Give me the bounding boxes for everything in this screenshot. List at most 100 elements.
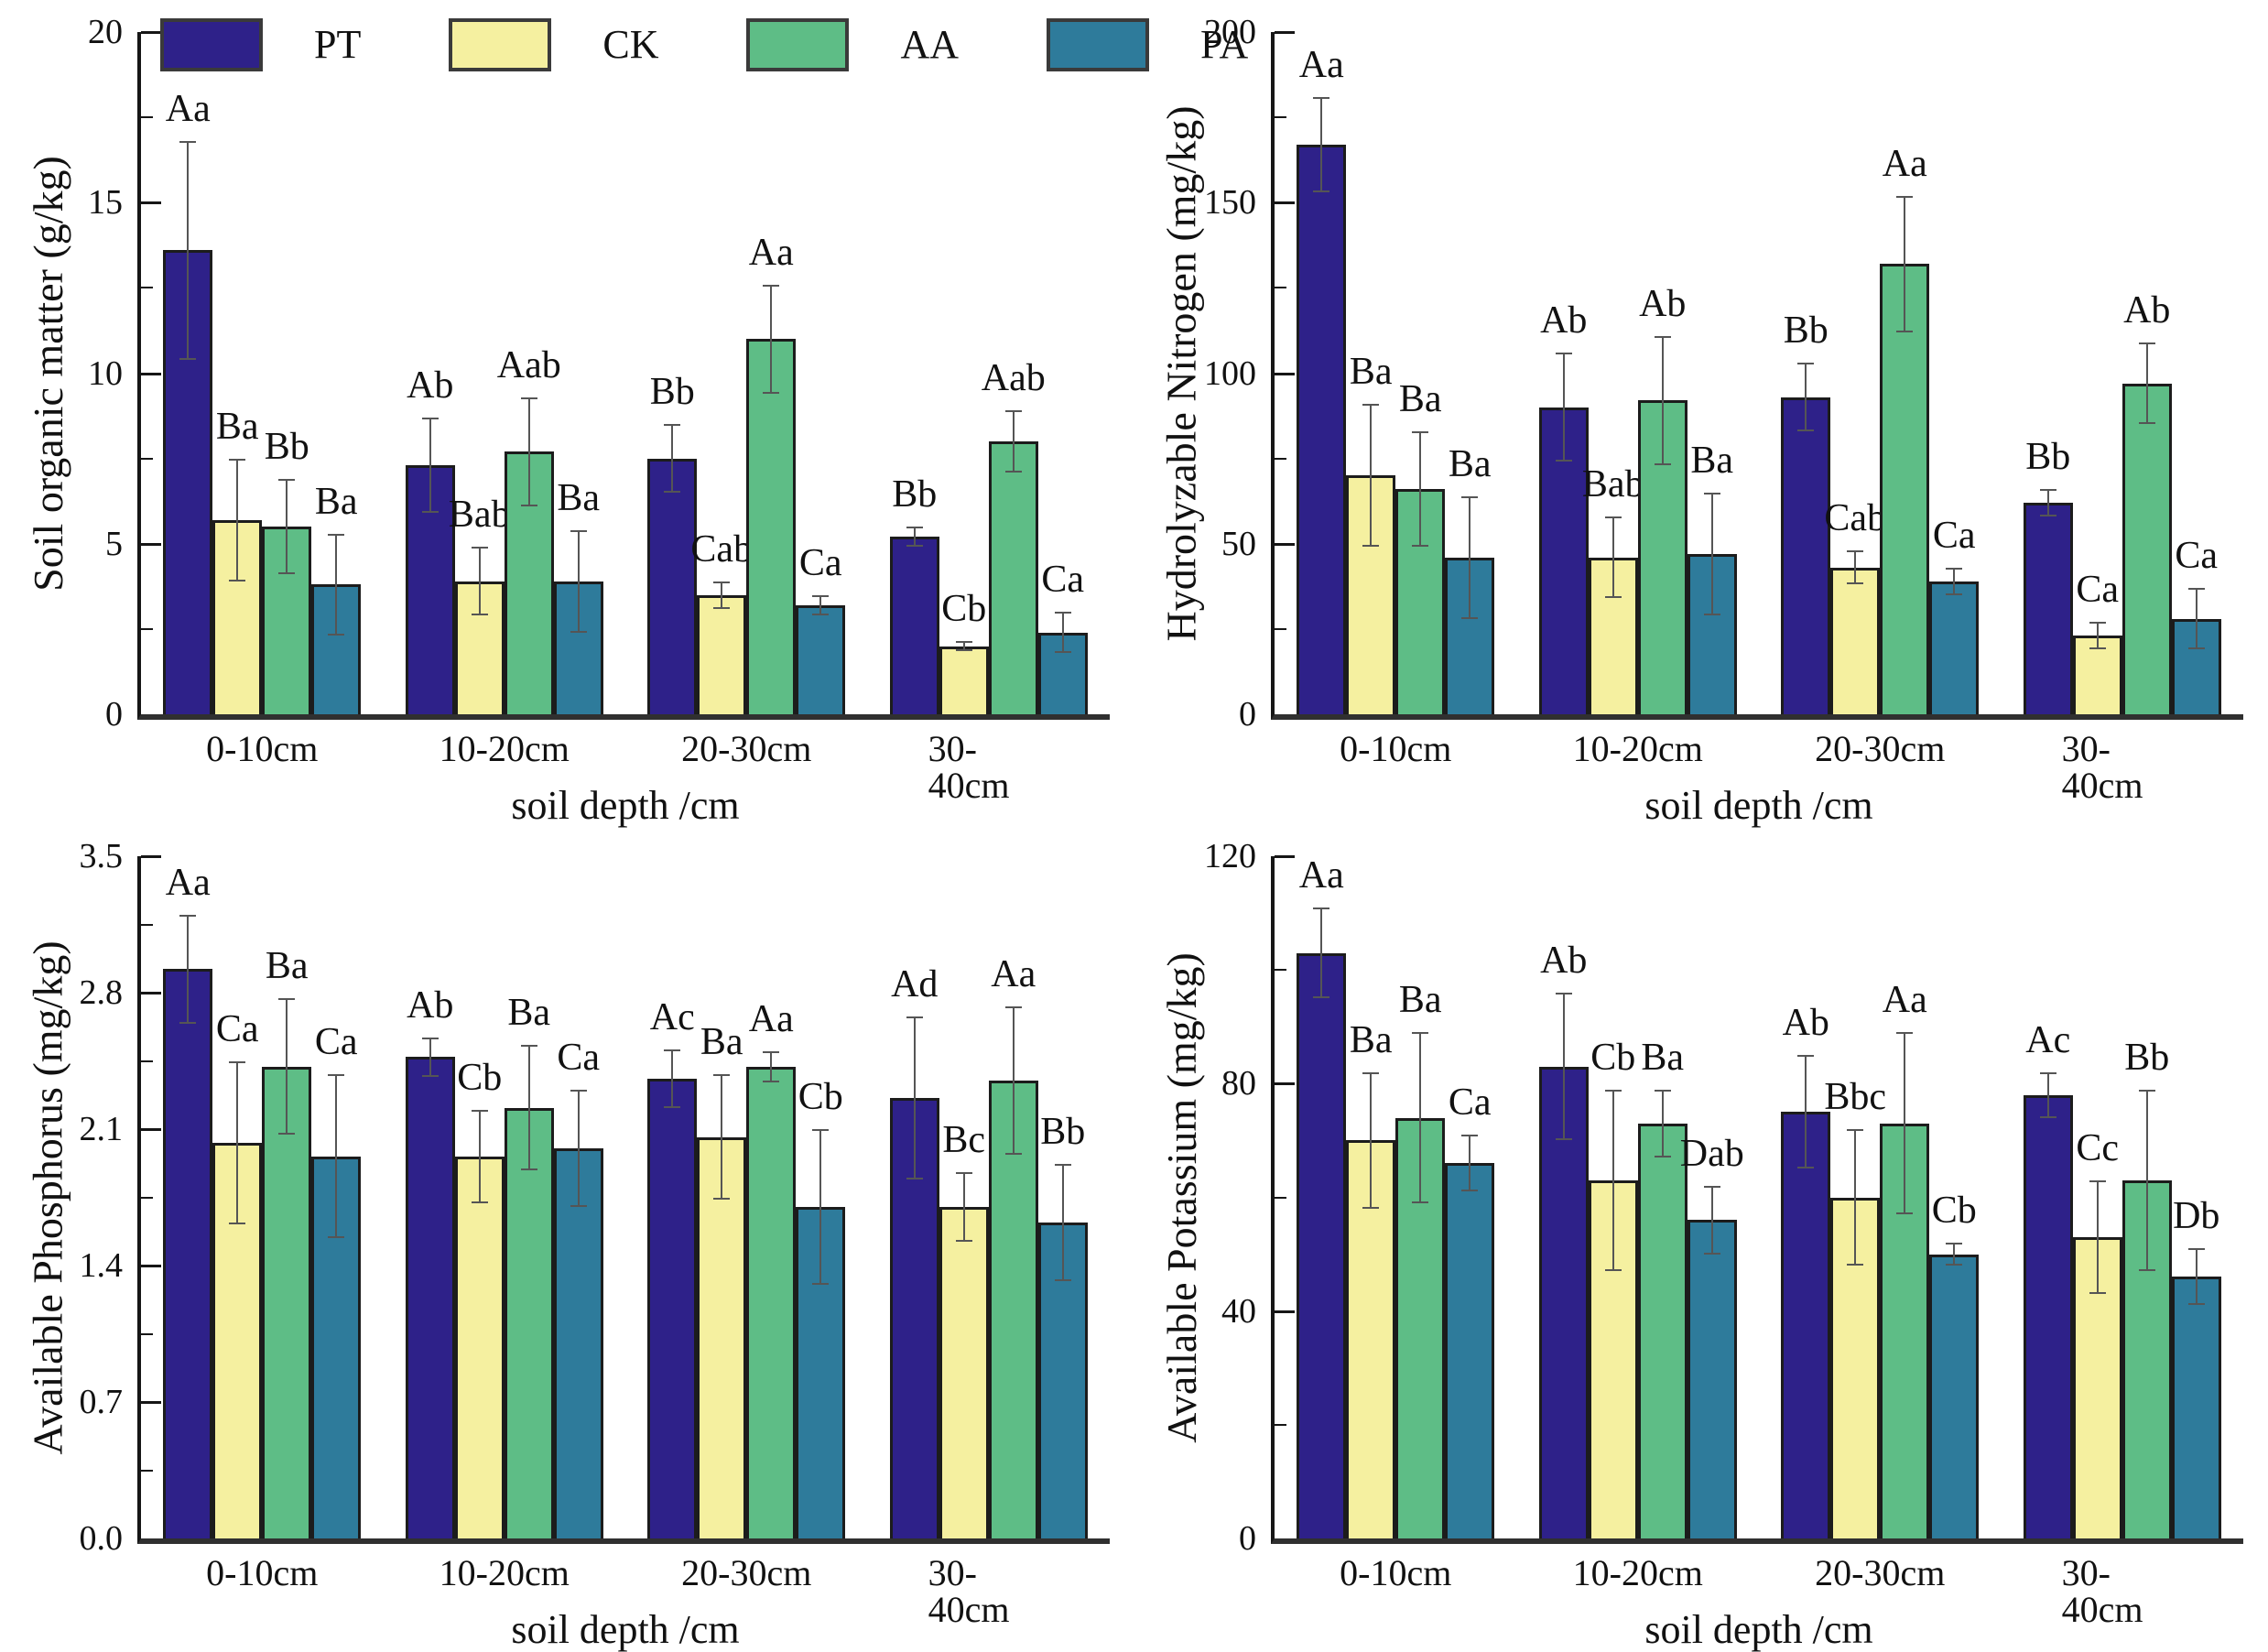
sig-label: Ba	[700, 1021, 743, 1064]
sig-label: Bb	[2124, 1036, 2170, 1079]
y-tick-label: 80	[1221, 1064, 1256, 1103]
sig-label: Dab	[1679, 1133, 1744, 1176]
bar-pt-30-40cm	[2023, 503, 2073, 714]
sig-label: Aa	[1298, 43, 1344, 86]
error-bar-cap-top	[2138, 342, 2155, 344]
error-bar	[721, 581, 723, 609]
sig-label: Bb	[649, 371, 695, 414]
sig-label: Bb	[1783, 310, 1829, 353]
error-bar	[1562, 353, 1565, 462]
panel-hydrolyzable-nitrogen: Hydrolyzable Nitrogen (mg/kg) 0 50 100 150 20…	[1134, 0, 2268, 826]
error-bar-cap-bottom	[1313, 996, 1330, 999]
bar-pt-0-10cm	[1297, 144, 1347, 714]
error-bar-cap-bottom	[1847, 1264, 1864, 1266]
error-bar-cap-top	[1362, 1071, 1380, 1074]
error-bar-cap-bottom	[570, 630, 587, 633]
sig-label: Ba	[507, 992, 551, 1035]
error-bar-cap-top	[763, 284, 780, 287]
error-bar-cap-bottom	[1555, 1138, 1572, 1141]
legend-swatch-pa	[1047, 18, 1150, 71]
error-bar	[770, 1050, 773, 1082]
sig-label: Cc	[2076, 1126, 2120, 1169]
error-bar-cap-bottom	[1555, 460, 1572, 462]
error-bar	[577, 1090, 580, 1208]
error-bar-cap-top	[2138, 1089, 2155, 1092]
sig-label: Ab	[407, 984, 454, 1027]
sig-label: Ab	[1540, 940, 1588, 982]
error-bar-cap-top	[2039, 489, 2056, 492]
y-minor-tick	[141, 1332, 153, 1335]
y-tick-label: 15	[88, 183, 123, 223]
sig-label: Ab	[1639, 282, 1687, 325]
error-bar	[1061, 612, 1064, 653]
y-major-tick	[1275, 372, 1295, 375]
error-bar-cap-bottom	[906, 545, 923, 548]
sig-label: Cb	[798, 1076, 843, 1118]
error-bar	[819, 1129, 822, 1286]
sig-label: Cb	[1590, 1036, 1636, 1079]
sig-label: Aa	[165, 88, 211, 131]
x-tick-label: 10-20cm	[439, 728, 570, 769]
error-bar-cap-top	[471, 547, 488, 549]
error-bar-cap-bottom	[763, 391, 780, 394]
error-bar-cap-bottom	[1412, 1201, 1429, 1203]
error-bar-cap-bottom	[229, 1223, 246, 1225]
sig-label: Cab	[1824, 497, 1887, 540]
error-bar-cap-bottom	[179, 1022, 197, 1025]
error-bar-cap-top	[812, 594, 830, 597]
error-bar-cap-bottom	[1896, 330, 1914, 332]
sig-label: Db	[2173, 1195, 2220, 1238]
y-tick-label: 5	[105, 524, 123, 563]
error-bar	[2145, 1089, 2148, 1272]
x-tick-label: 0-10cm	[206, 728, 319, 769]
error-bar	[819, 594, 822, 615]
error-bar-cap-bottom	[278, 1133, 296, 1136]
x-tick-label: 10-20cm	[1572, 728, 1703, 769]
sig-label: Cab	[690, 527, 754, 571]
sig-label: Aa	[1298, 853, 1344, 897]
y-major-tick	[1275, 31, 1295, 34]
bar-ck-20-30cm	[697, 594, 747, 714]
legend-label: AA	[900, 22, 960, 67]
y-tick-label: 0	[105, 695, 123, 734]
error-bar-cap-top	[955, 640, 972, 643]
sig-label: Ba	[1349, 351, 1393, 394]
bar-pa-0-10cm	[1445, 1163, 1495, 1538]
error-bar-cap-top	[1461, 1135, 1479, 1137]
y-tick-label: 1.4	[79, 1246, 124, 1285]
error-bar-cap-top	[471, 1109, 488, 1112]
error-bar-cap-bottom	[2187, 1303, 2205, 1306]
y-major-tick	[1275, 1082, 1295, 1086]
error-bar-cap-top	[1313, 96, 1330, 99]
error-bar-cap-bottom	[2138, 422, 2155, 425]
error-bar-cap-top	[1004, 1005, 1022, 1008]
bar-pa-10-20cm	[553, 1148, 603, 1538]
bar-ck-20-30cm	[697, 1136, 747, 1538]
sig-label: Ba	[1641, 1036, 1685, 1079]
error-bar-cap-bottom	[1412, 545, 1429, 548]
y-minor-tick	[141, 457, 153, 460]
error-bar-cap-bottom	[1313, 190, 1330, 193]
error-bar	[1370, 1071, 1373, 1209]
error-bar-cap-bottom	[421, 511, 439, 514]
sig-label: Ba	[215, 405, 259, 448]
error-bar	[1953, 567, 1956, 595]
y-major-tick	[1275, 542, 1295, 546]
error-bar-cap-bottom	[906, 1178, 923, 1180]
sig-label: Bb	[264, 425, 309, 468]
error-bar-cap-top	[1313, 907, 1330, 909]
error-bar	[1854, 550, 1857, 585]
error-bar	[527, 1045, 530, 1170]
sig-label: Ba	[557, 476, 601, 519]
sig-label: Ab	[1540, 299, 1588, 342]
error-bar-cap-bottom	[2039, 514, 2056, 516]
sig-label: Aa	[991, 952, 1036, 995]
bar-ck-0-10cm	[1346, 475, 1396, 714]
error-bar	[1854, 1129, 1857, 1266]
x-tick-label: 0-10cm	[1340, 1552, 1452, 1593]
error-bar	[1469, 1135, 1471, 1192]
error-bar-cap-bottom	[812, 613, 830, 615]
error-bar-cap-top	[570, 1090, 587, 1092]
y-major-tick	[1275, 855, 1295, 858]
sig-label: Ab	[2123, 288, 2171, 331]
